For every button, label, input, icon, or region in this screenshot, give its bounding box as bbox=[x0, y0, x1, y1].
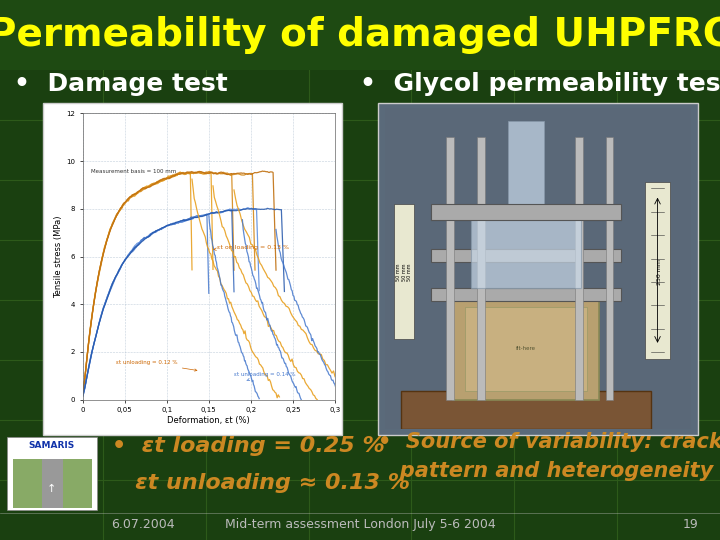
FancyBboxPatch shape bbox=[575, 137, 582, 400]
Text: εt unloading ≈ 0.13 %: εt unloading ≈ 0.13 % bbox=[112, 473, 410, 494]
FancyBboxPatch shape bbox=[477, 137, 485, 400]
Text: Mid-term assessment London July 5-6 2004: Mid-term assessment London July 5-6 2004 bbox=[225, 518, 495, 531]
Text: εt unloading = 0.12 %: εt unloading = 0.12 % bbox=[117, 360, 197, 371]
Text: Permeability of damaged UHPFRC: Permeability of damaged UHPFRC bbox=[0, 16, 720, 54]
FancyBboxPatch shape bbox=[465, 307, 588, 391]
Text: 250 mm: 250 mm bbox=[657, 259, 662, 285]
Text: 19: 19 bbox=[683, 518, 698, 531]
FancyBboxPatch shape bbox=[378, 103, 698, 435]
Text: •  εt loading = 0.25 %: • εt loading = 0.25 % bbox=[112, 435, 384, 456]
Text: Measurement basis = 100 mm: Measurement basis = 100 mm bbox=[91, 169, 176, 174]
Text: εt unloading = 0.14 %: εt unloading = 0.14 % bbox=[234, 372, 295, 381]
Text: SAMARIS: SAMARIS bbox=[29, 441, 75, 450]
FancyBboxPatch shape bbox=[606, 137, 613, 400]
FancyBboxPatch shape bbox=[43, 103, 342, 435]
FancyBboxPatch shape bbox=[431, 288, 621, 301]
FancyBboxPatch shape bbox=[645, 182, 670, 359]
Text: 6.07.2004: 6.07.2004 bbox=[112, 518, 175, 531]
Text: •  Source of variability: crack
   pattern and heterogeneity: • Source of variability: crack pattern a… bbox=[378, 431, 720, 481]
FancyBboxPatch shape bbox=[508, 121, 544, 211]
FancyBboxPatch shape bbox=[471, 217, 581, 288]
FancyBboxPatch shape bbox=[42, 459, 63, 508]
Text: 50 mm
50 mm
50 mm: 50 mm 50 mm 50 mm bbox=[396, 263, 413, 281]
Text: fit-here: fit-here bbox=[516, 347, 536, 352]
FancyBboxPatch shape bbox=[7, 437, 97, 510]
Y-axis label: Tensile stress (MPa): Tensile stress (MPa) bbox=[55, 215, 63, 298]
FancyBboxPatch shape bbox=[431, 204, 621, 220]
FancyBboxPatch shape bbox=[400, 391, 652, 429]
FancyBboxPatch shape bbox=[13, 459, 92, 508]
Text: •  Glycol permeability test: • Glycol permeability test bbox=[360, 72, 720, 96]
FancyBboxPatch shape bbox=[431, 207, 621, 220]
FancyBboxPatch shape bbox=[0, 0, 720, 70]
FancyBboxPatch shape bbox=[395, 204, 414, 339]
Text: ↑: ↑ bbox=[47, 484, 57, 494]
X-axis label: Deformation, εt (%): Deformation, εt (%) bbox=[168, 416, 250, 425]
FancyBboxPatch shape bbox=[431, 249, 621, 262]
Text: εt on loading = 0.13 %: εt on loading = 0.13 % bbox=[214, 245, 289, 251]
FancyBboxPatch shape bbox=[453, 298, 599, 400]
FancyBboxPatch shape bbox=[446, 137, 454, 400]
FancyBboxPatch shape bbox=[385, 108, 691, 429]
Text: •  Damage test: • Damage test bbox=[14, 72, 228, 96]
